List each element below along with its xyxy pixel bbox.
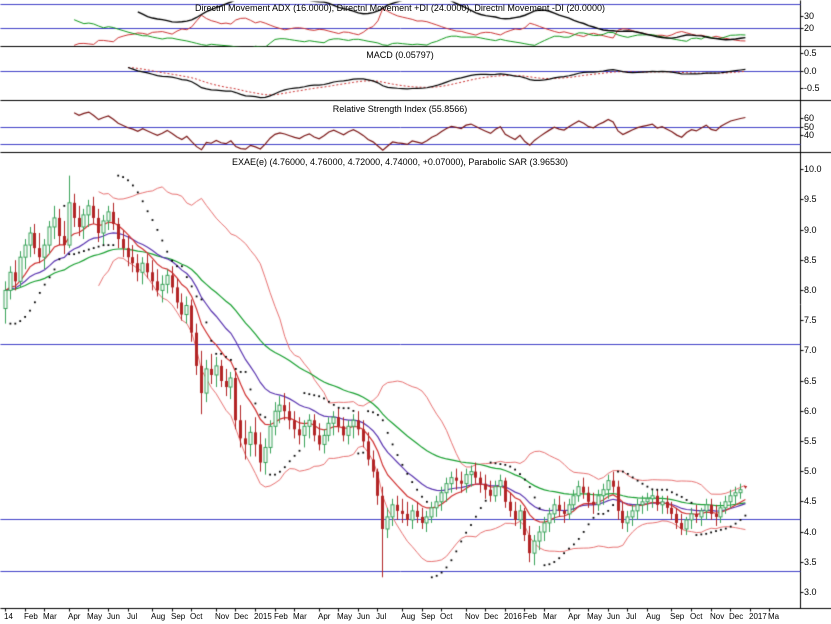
- x-axis-label: Nov: [215, 612, 230, 621]
- x-axis-label: 14: [4, 612, 13, 621]
- y-axis-label: 3.5: [804, 557, 817, 567]
- x-axis-label: Jul: [127, 612, 138, 621]
- x-axis-label: Mar: [43, 612, 57, 621]
- x-axis-label: Dec: [484, 612, 499, 621]
- x-axis-label: Aug: [646, 612, 661, 621]
- y-axis-label: 50: [804, 122, 815, 132]
- y-axis-label: 60: [804, 113, 815, 123]
- x-axis-label: Oct: [690, 612, 703, 621]
- x-axis-label: Oct: [190, 612, 203, 621]
- x-axis-label: Jun: [107, 612, 120, 621]
- y-axis-label: -0.5: [804, 83, 820, 93]
- y-axis-label: 8.5: [804, 255, 817, 265]
- x-axis-label: Mar: [543, 612, 557, 621]
- y-axis-label: 7.5: [804, 315, 817, 325]
- y-axis-label: 0.5: [804, 48, 817, 58]
- y-axis-label: 6.5: [804, 376, 817, 386]
- x-axis-label: Dec: [729, 612, 744, 621]
- x-axis-label: Jul: [376, 612, 387, 621]
- x-axis-label: Apr: [68, 612, 81, 621]
- x-axis-label: Sep: [670, 612, 685, 621]
- y-axis-label: 6.0: [804, 406, 817, 416]
- y-axis-label: 5.5: [804, 436, 817, 446]
- y-axis-label: 40: [804, 130, 815, 140]
- y-axis-label: 20: [804, 23, 815, 33]
- x-axis-label: Apr: [318, 612, 331, 621]
- y-axis-label: 0.0: [804, 66, 817, 76]
- x-axis-label: Jul: [626, 612, 637, 621]
- x-axis-label: 2015: [254, 612, 272, 621]
- x-axis-label: Dec: [234, 612, 249, 621]
- x-axis-label: May: [87, 612, 103, 621]
- y-axis-label: 8.0: [804, 285, 817, 295]
- x-axis-label: Apr: [568, 612, 581, 621]
- y-axis-label: 3.0: [804, 587, 817, 597]
- x-axis-label: Aug: [401, 612, 416, 621]
- x-axis-label: Jun: [607, 612, 620, 621]
- x-axis-label: Aug: [151, 612, 166, 621]
- x-axis-label: Nov: [710, 612, 725, 621]
- x-axis-label: Sep: [171, 612, 186, 621]
- x-axis-label: Feb: [523, 612, 537, 621]
- x-axis-label: 2017: [749, 612, 767, 621]
- y-axis-label: 10.0: [804, 164, 822, 174]
- x-axis-label: May: [587, 612, 603, 621]
- x-axis-label: 2016: [504, 612, 522, 621]
- x-axis-label: Jun: [357, 612, 370, 621]
- y-axis-label: 9.0: [804, 225, 817, 235]
- y-axis-label: 30: [804, 11, 815, 21]
- x-axis-label: Oct: [440, 612, 453, 621]
- x-axis-label: Sep: [421, 612, 436, 621]
- y-axis-label: 4.0: [804, 527, 817, 537]
- x-axis-label: Mar: [293, 612, 307, 621]
- y-axis-label: 9.5: [804, 194, 817, 204]
- x-axis-label: Feb: [24, 612, 38, 621]
- x-axis-label: Nov: [465, 612, 480, 621]
- x-axis-label: May: [337, 612, 353, 621]
- x-axis-label: Feb: [274, 612, 288, 621]
- y-axis-label: 5.0: [804, 466, 817, 476]
- x-axis-label: Ma: [768, 612, 780, 621]
- y-axis-label: 7.0: [804, 345, 817, 355]
- y-axis-label: 4.5: [804, 496, 817, 506]
